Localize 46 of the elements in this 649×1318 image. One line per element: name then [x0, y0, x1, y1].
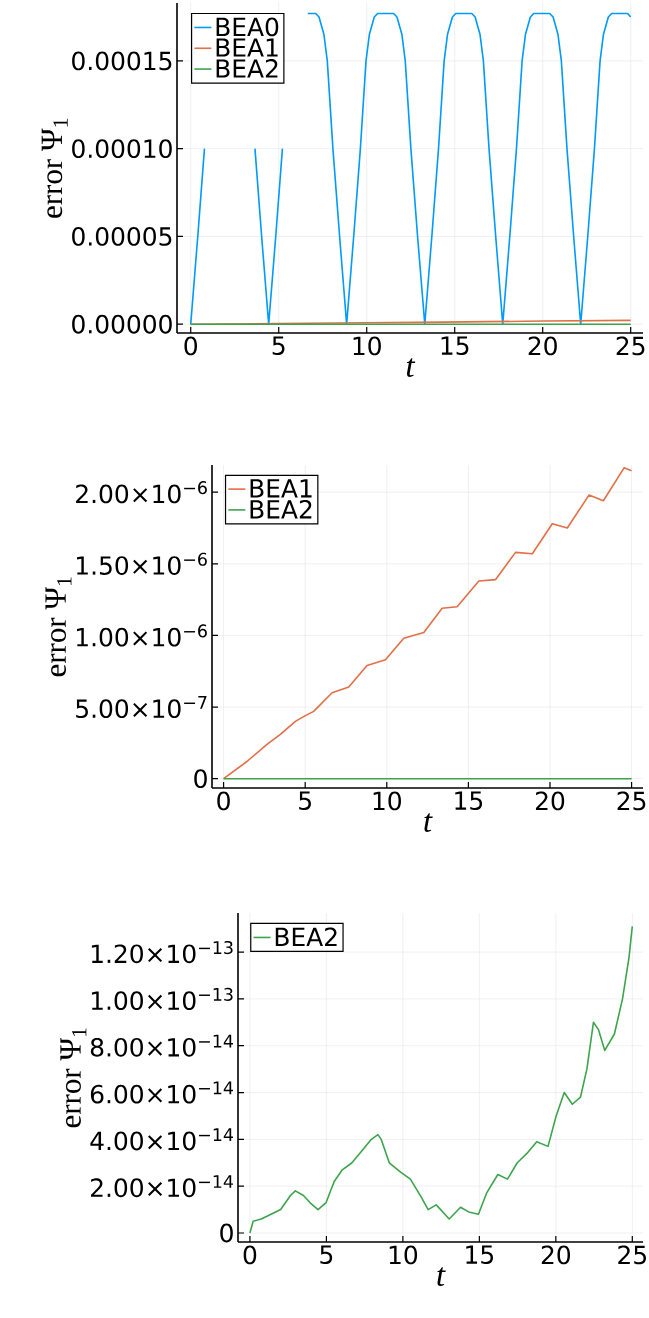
- legend-label: BEA0: [216, 17, 279, 37]
- y-tick-label: 0: [220, 1223, 233, 1243]
- x-tick-label: 5: [272, 336, 285, 356]
- y-axis-title: error Ψ$_{1}$: [45, 577, 72, 677]
- legend-label: BEA1: [216, 38, 278, 57]
- x-tick-label: 25: [616, 336, 645, 356]
- y-tick-label: 5.00×10$^{−7}$: [76, 696, 207, 719]
- line-series: [249, 925, 634, 1234]
- x-tick-label: 5: [320, 1245, 333, 1265]
- x-tick-label: 20: [541, 1245, 571, 1265]
- x-tick-label: 0: [243, 1245, 257, 1265]
- x-tick-label: 25: [618, 1245, 646, 1265]
- y-tick-label: 1.00×10$^{−6}$: [77, 624, 207, 647]
- legend-label: BEA2: [275, 927, 337, 946]
- y-tick-label: 0.00015: [72, 51, 172, 71]
- x-tick-label: 10: [389, 1245, 418, 1265]
- x-tick-label: 20: [535, 791, 565, 811]
- x-tick-label: 25: [617, 791, 646, 811]
- x-tick-label: 5: [299, 791, 311, 811]
- y-tick-label: 0.00010: [72, 139, 172, 159]
- y-tick-label: 2.00×10$^{−6}$: [76, 481, 207, 504]
- legend-label: BEA1: [250, 479, 312, 498]
- y-axis-title: error Ψ$_{1}$: [60, 1028, 87, 1128]
- legend-label: BEA2: [216, 59, 278, 78]
- x-tick-label: 15: [441, 336, 469, 356]
- y-tick-label: 0: [194, 769, 207, 789]
- line-series: [222, 467, 633, 780]
- y-tick-label: 4.00×10$^{−14}$: [90, 1128, 233, 1151]
- y-tick-label: 0.00005: [72, 227, 172, 246]
- y-tick-label: 2.00×10$^{−14}$: [91, 1175, 233, 1198]
- y-tick-label: 1.20×10$^{−13}$: [91, 940, 233, 964]
- x-tick-label: 15: [466, 1245, 494, 1265]
- y-tick-label: 6.00×10$^{−14}$: [90, 1081, 233, 1104]
- x-tick-label: 10: [353, 336, 381, 356]
- x-tick-label: 10: [373, 791, 401, 811]
- x-axis-title: t: [424, 813, 433, 833]
- y-tick-label: 0.00000: [72, 314, 172, 334]
- legend-label: BEA2: [250, 499, 312, 519]
- y-tick-label: 1.00×10$^{−13}$: [91, 987, 233, 1011]
- y-tick-label: 1.50×10$^{−6}$: [77, 552, 207, 575]
- x-tick-label: 15: [455, 791, 483, 811]
- y-tick-label: 8.00×10$^{−14}$: [90, 1034, 233, 1057]
- x-axis-title: t: [406, 358, 416, 378]
- x-axis-title: t: [437, 1267, 446, 1287]
- y-axis-title: error Ψ$_{1}$: [41, 118, 68, 218]
- x-tick-label: 20: [528, 336, 557, 356]
